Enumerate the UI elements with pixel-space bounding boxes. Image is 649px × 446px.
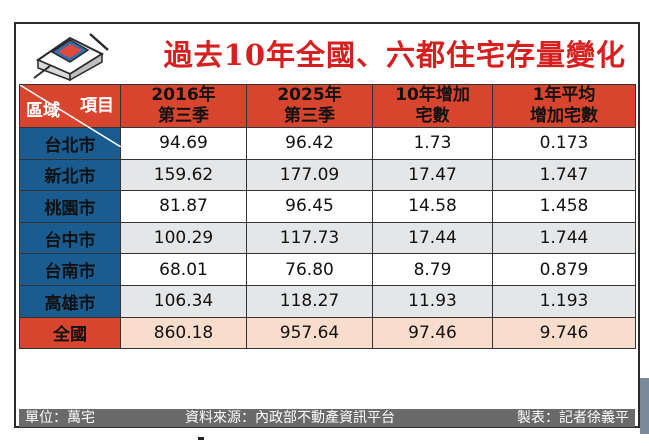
infographic-card: 過去10年全國、六都住宅存量變化 項目 區域 2016年 第三季 2025年 第三季…	[14, 22, 640, 428]
header-corner: 項目 區域	[19, 84, 121, 147]
region-label: 台中市	[19, 221, 121, 255]
table-cell: 68.01	[120, 253, 247, 286]
table-cell: 11.93	[372, 284, 493, 318]
footer-bar: 單位：萬宅 資料來源：內政部不動產資訊平台 製表：記者徐義平	[19, 409, 635, 427]
region-label: 新北市	[19, 158, 121, 192]
edge-fragment	[640, 378, 649, 434]
table-cell: 1.73	[372, 127, 493, 160]
region-label: 桃園市	[19, 190, 121, 223]
region-label: 全國	[19, 316, 121, 350]
table-cell: 94.69	[120, 127, 247, 160]
table-cell: 118.27	[246, 284, 373, 318]
corner-label-item: 項目	[80, 96, 114, 116]
table-cell: 0.173	[492, 127, 636, 160]
table-cell: 117.73	[246, 221, 373, 255]
edge-fragment	[198, 437, 204, 440]
credit-note: 製表：記者徐義平	[517, 410, 629, 426]
housing-stock-table: 項目 區域 2016年 第三季 2025年 第三季 10年增加 宅數 1年平均 增加宅數…	[19, 84, 636, 350]
table-cell: 1.747	[492, 158, 636, 192]
column-header: 2016年 第三季	[120, 84, 247, 128]
table-cell: 9.746	[492, 316, 636, 350]
table-row: 台中市 100.29 117.73 17.44 1.744	[19, 221, 636, 255]
table-cell: 17.47	[372, 158, 493, 192]
table-cell: 159.62	[120, 158, 247, 192]
table-cell: 97.46	[372, 316, 493, 350]
column-header: 10年增加 宅數	[372, 84, 493, 128]
table-cell: 1.744	[492, 221, 636, 255]
header-row: 項目 區域 2016年 第三季 2025年 第三季 10年增加 宅數 1年平均 增加宅數	[19, 84, 636, 147]
table-row: 高雄市 106.34 118.27 11.93 1.193	[19, 284, 636, 318]
unit-note: 單位：萬宅	[25, 410, 95, 426]
corner-label-region: 區域	[26, 101, 60, 121]
page-title: 過去10年全國、六都住宅存量變化	[163, 38, 626, 72]
table-cell: 81.87	[120, 190, 247, 223]
table-cell: 860.18	[120, 316, 247, 350]
table-row: 桃園市 81.87 96.45 14.58 1.458	[19, 190, 636, 223]
table-cell: 100.29	[120, 221, 247, 255]
table-cell: 957.64	[246, 316, 373, 350]
table-cell: 1.458	[492, 190, 636, 223]
region-label: 高雄市	[19, 284, 121, 318]
house-illustration-icon	[33, 33, 109, 82]
table-cell: 96.45	[246, 190, 373, 223]
column-header: 1年平均 增加宅數	[492, 84, 636, 128]
table-cell: 8.79	[372, 253, 493, 286]
table-cell: 14.58	[372, 190, 493, 223]
column-header: 2025年 第三季	[246, 84, 373, 128]
table-cell: 177.09	[246, 158, 373, 192]
table-row: 台南市 68.01 76.80 8.79 0.879	[19, 253, 636, 286]
total-row: 全國 860.18 957.64 97.46 9.746	[19, 316, 636, 350]
table-cell: 1.193	[492, 284, 636, 318]
table-cell: 17.44	[372, 221, 493, 255]
table-cell: 0.879	[492, 253, 636, 286]
table-cell: 106.34	[120, 284, 247, 318]
title-row: 過去10年全國、六都住宅存量變化	[16, 24, 638, 82]
region-label: 台北市	[19, 127, 121, 160]
table-row: 新北市 159.62 177.09 17.47 1.747	[19, 158, 636, 192]
region-label: 台南市	[19, 253, 121, 286]
table-cell: 96.42	[246, 127, 373, 160]
source-note: 資料來源：內政部不動產資訊平台	[185, 410, 395, 426]
diagonal-divider	[20, 85, 121, 147]
table-cell: 76.80	[246, 253, 373, 286]
